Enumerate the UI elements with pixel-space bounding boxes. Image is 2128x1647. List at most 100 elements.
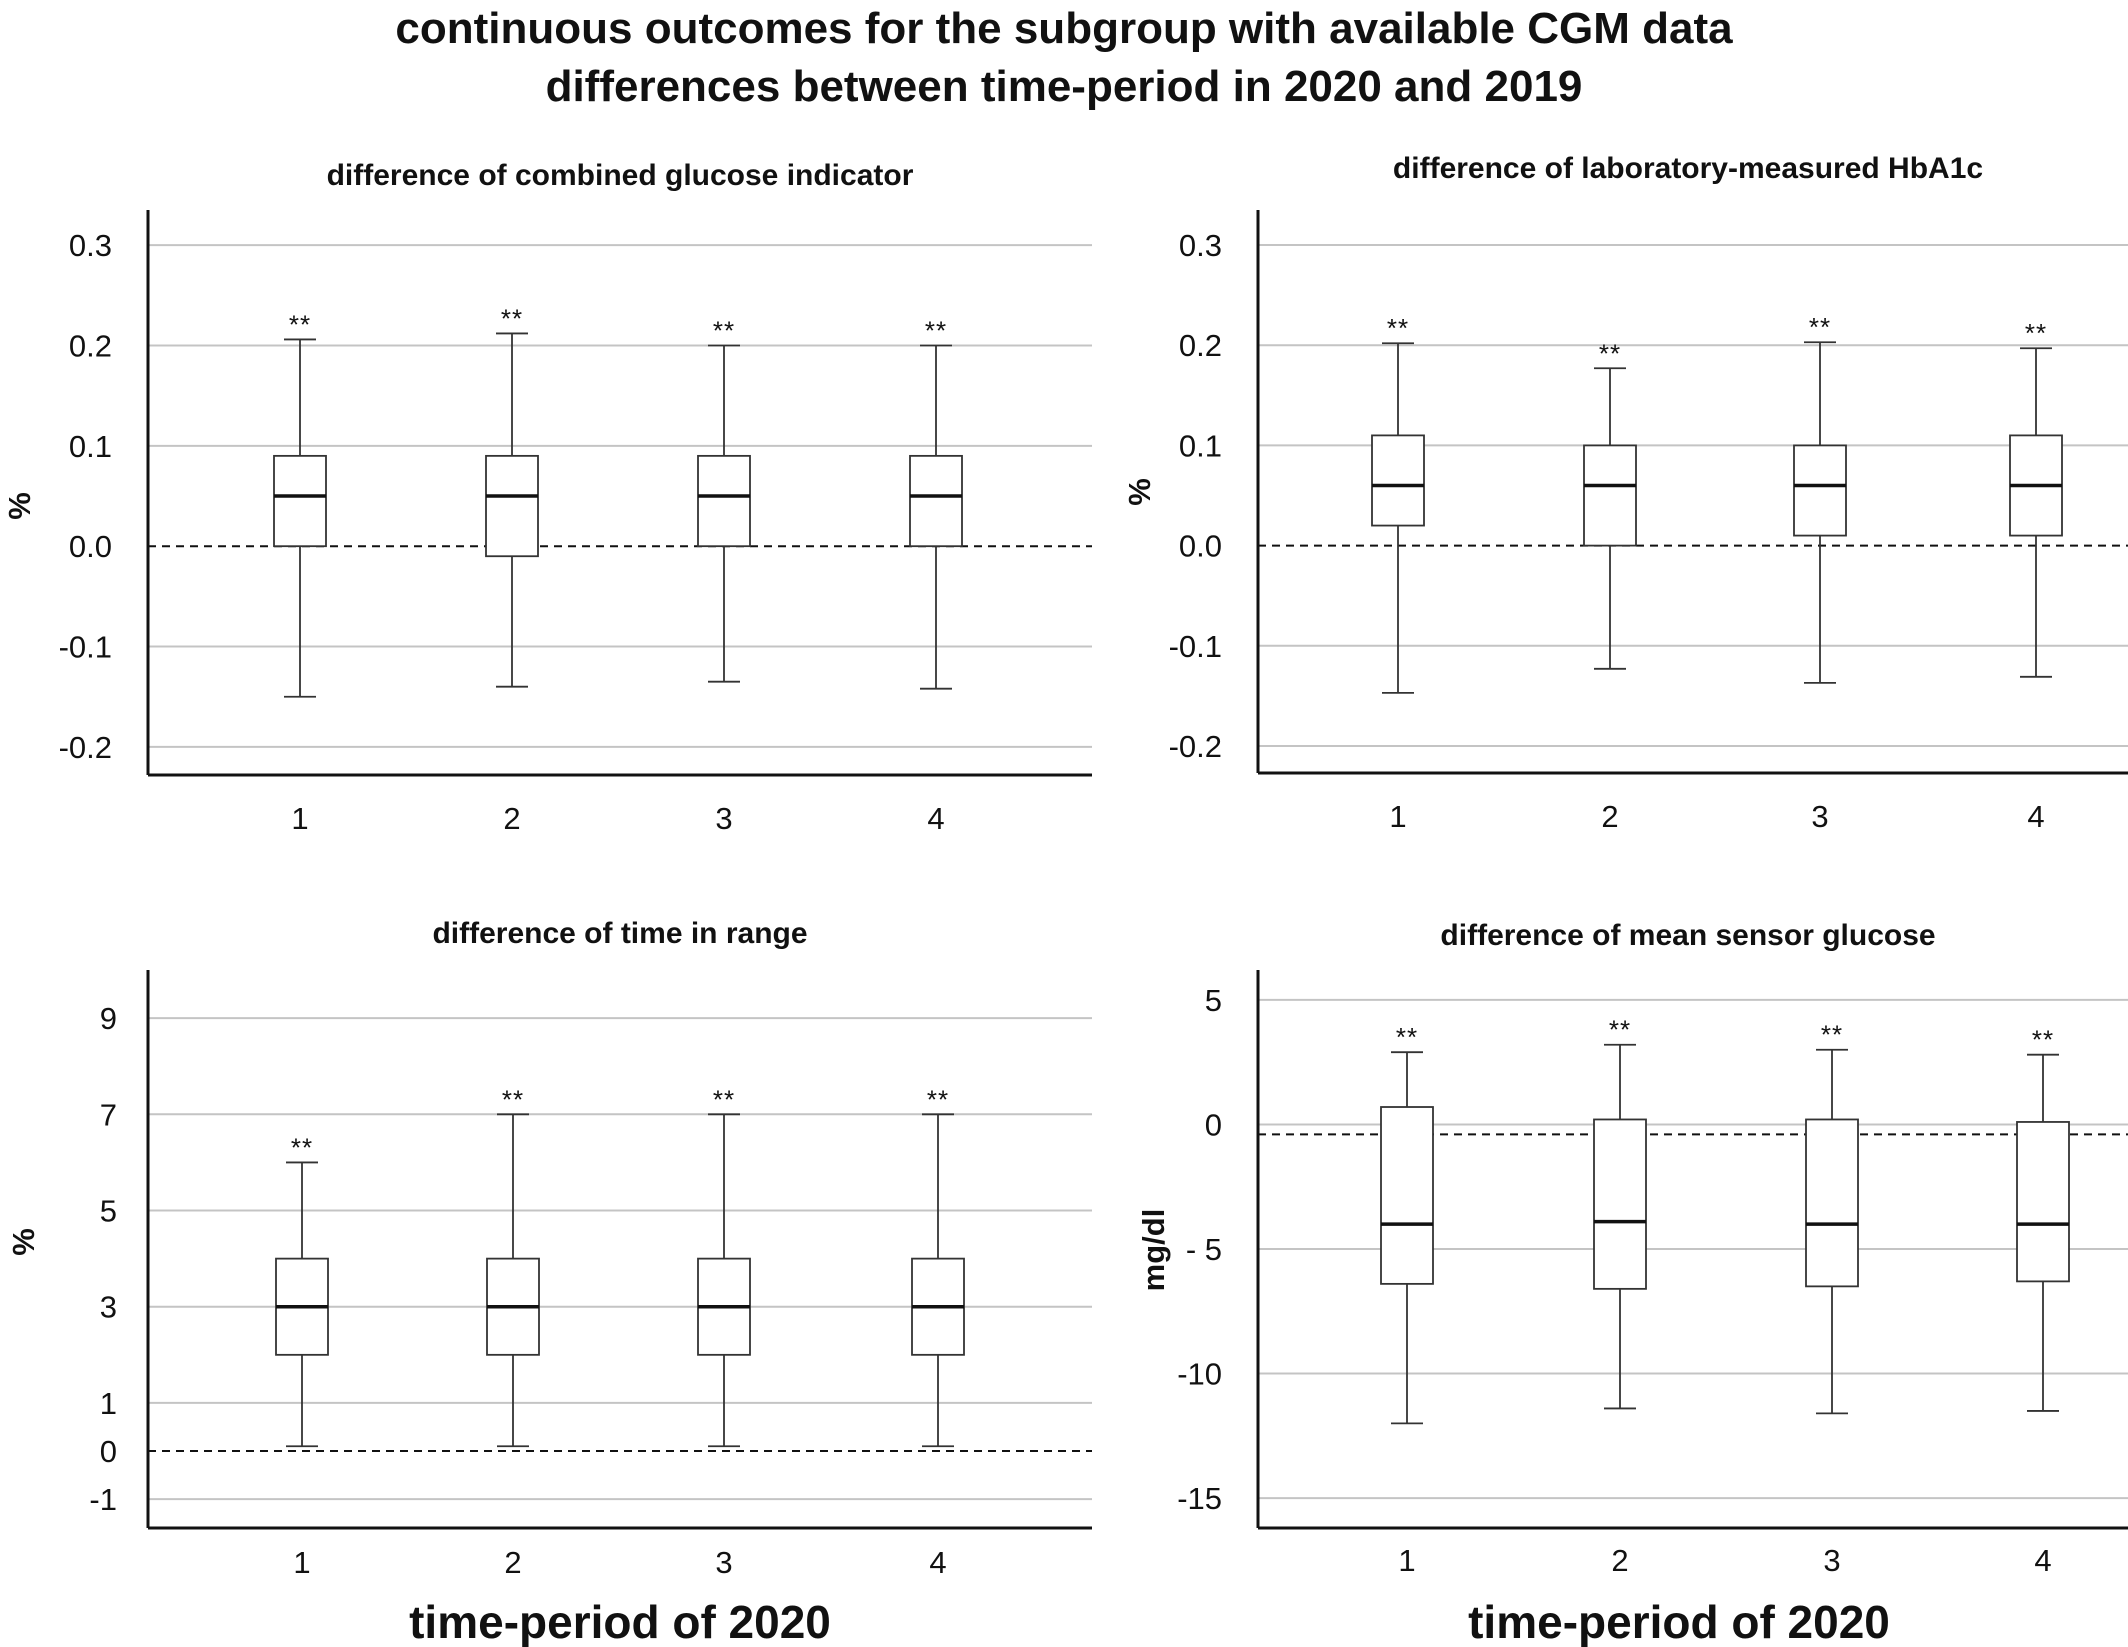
- x-category-label: 1: [1389, 799, 1406, 834]
- y-tick-label: -15: [1177, 1481, 1222, 1516]
- x-category-label: 3: [1811, 799, 1828, 834]
- significance-marker: **: [1396, 1022, 1418, 1052]
- x-category-label: 1: [293, 1545, 310, 1580]
- boxplot-1: **: [1371, 313, 1425, 694]
- significance-marker: **: [2025, 318, 2047, 348]
- panel-title: difference of combined glucose indicator: [327, 159, 914, 192]
- significance-marker: **: [925, 315, 947, 345]
- panel-4: difference of mean sensor glucose 5 0 - 5 -1…: [1136, 919, 2128, 1647]
- x-category-label: 4: [929, 1545, 946, 1580]
- boxplot-4: **: [2009, 318, 2063, 678]
- iqr-box: [1380, 1106, 1434, 1285]
- y-tick-label: -0.2: [1169, 729, 1222, 764]
- y-tick-label: - 5: [1186, 1232, 1222, 1267]
- y-tick-label: -10: [1177, 1357, 1222, 1392]
- y-axis-unit-label: mg/dl: [1136, 1209, 1171, 1292]
- significance-marker: **: [1599, 338, 1621, 368]
- boxplot-2: **: [1583, 338, 1637, 670]
- x-category-label: 3: [1823, 1543, 1840, 1578]
- figure-title-line-1: continuous outcomes for the subgroup wit…: [395, 4, 1733, 53]
- boxplot-2: **: [485, 303, 539, 688]
- x-axis-title: time-period of 2020: [1468, 1596, 1890, 1647]
- y-tick-label: 0: [100, 1434, 117, 1469]
- boxplot-4: **: [911, 1084, 965, 1448]
- panel-title: difference of time in range: [432, 917, 807, 950]
- x-category-label: 4: [2027, 799, 2044, 834]
- y-axis-unit-label: %: [1122, 478, 1157, 506]
- iqr-box: [2016, 1121, 2070, 1283]
- significance-marker: **: [289, 309, 311, 339]
- boxplot-3: **: [1793, 312, 1847, 684]
- y-tick-label: 1: [100, 1386, 117, 1421]
- significance-marker: **: [713, 315, 735, 345]
- panel-1: difference of combined glucose indicator…: [2, 159, 1092, 836]
- y-tick-label: 0.0: [1179, 529, 1222, 564]
- y-tick-label: 0.1: [1179, 428, 1222, 463]
- iqr-box: [909, 454, 963, 548]
- boxplot-3: **: [697, 315, 751, 683]
- x-axis-title: time-period of 2020: [409, 1596, 831, 1647]
- panel-title: difference of mean sensor glucose: [1440, 919, 1935, 952]
- y-tick-label: 0.3: [69, 228, 112, 263]
- x-category-label: 4: [2034, 1543, 2051, 1578]
- significance-marker: **: [927, 1084, 949, 1114]
- significance-marker: **: [713, 1084, 735, 1114]
- y-tick-label: 0.1: [69, 429, 112, 464]
- iqr-box: [485, 454, 539, 558]
- iqr-box: [1793, 444, 1847, 537]
- boxplot-2: **: [1593, 1015, 1647, 1410]
- iqr-box: [273, 454, 327, 548]
- x-category-label: 3: [715, 1545, 732, 1580]
- y-tick-label: -0.2: [59, 730, 112, 765]
- significance-marker: **: [1821, 1020, 1843, 1050]
- panel-2: difference of laboratory-measured HbA1c 0…: [1122, 152, 2128, 834]
- significance-marker: **: [291, 1132, 313, 1162]
- x-category-label: 3: [715, 801, 732, 836]
- significance-marker: **: [501, 303, 523, 333]
- figure-title: continuous outcomes for the subgroup wit…: [0, 0, 2128, 116]
- boxplot-4: **: [909, 315, 963, 690]
- y-tick-label: 0: [1205, 1107, 1222, 1142]
- y-tick-label: -0.1: [59, 630, 112, 665]
- x-category-label: 2: [1611, 1543, 1628, 1578]
- y-tick-label: 5: [1205, 983, 1222, 1018]
- boxplot-2: **: [486, 1084, 540, 1448]
- y-tick-label: -1: [89, 1482, 117, 1517]
- significance-marker: **: [1809, 312, 1831, 342]
- iqr-box: [1593, 1118, 1647, 1290]
- boxplot-3: **: [697, 1084, 751, 1448]
- x-category-label: 2: [504, 1545, 521, 1580]
- y-tick-label: 3: [100, 1290, 117, 1325]
- y-tick-label: 0.2: [69, 328, 112, 363]
- iqr-box: [697, 454, 751, 548]
- y-axis-unit-label: %: [6, 1228, 41, 1256]
- iqr-box: [1583, 444, 1637, 547]
- y-tick-label: 0.3: [1179, 228, 1222, 263]
- panel-3: difference of time in range 9 7 5 3 1 0 -1% ** 1 *…: [6, 917, 1092, 1647]
- significance-marker: **: [502, 1084, 524, 1114]
- y-tick-label: 0.0: [69, 529, 112, 564]
- panel-title: difference of laboratory-measured HbA1c: [1393, 152, 1983, 185]
- iqr-box: [1371, 434, 1425, 527]
- significance-marker: **: [1387, 313, 1409, 343]
- x-category-label: 2: [503, 801, 520, 836]
- x-category-label: 1: [1398, 1543, 1415, 1578]
- significance-marker: **: [2032, 1025, 2054, 1055]
- x-category-label: 1: [291, 801, 308, 836]
- y-tick-label: 7: [100, 1097, 117, 1132]
- y-axis-unit-label: %: [2, 492, 37, 520]
- boxplot-3: **: [1805, 1020, 1859, 1415]
- iqr-box: [1805, 1118, 1859, 1288]
- x-category-label: 4: [927, 801, 944, 836]
- y-tick-label: 0.2: [1179, 328, 1222, 363]
- y-tick-label: -0.1: [1169, 629, 1222, 664]
- y-tick-label: 9: [100, 1001, 117, 1036]
- figure-title-line-2: differences between time-period in 2020 …: [545, 62, 1583, 111]
- boxplot-1: **: [273, 309, 327, 698]
- y-tick-label: 5: [100, 1194, 117, 1229]
- significance-marker: **: [1609, 1015, 1631, 1045]
- boxplot-1: **: [275, 1132, 329, 1448]
- boxplot-4: **: [2016, 1025, 2070, 1412]
- boxplot-1: **: [1380, 1022, 1434, 1425]
